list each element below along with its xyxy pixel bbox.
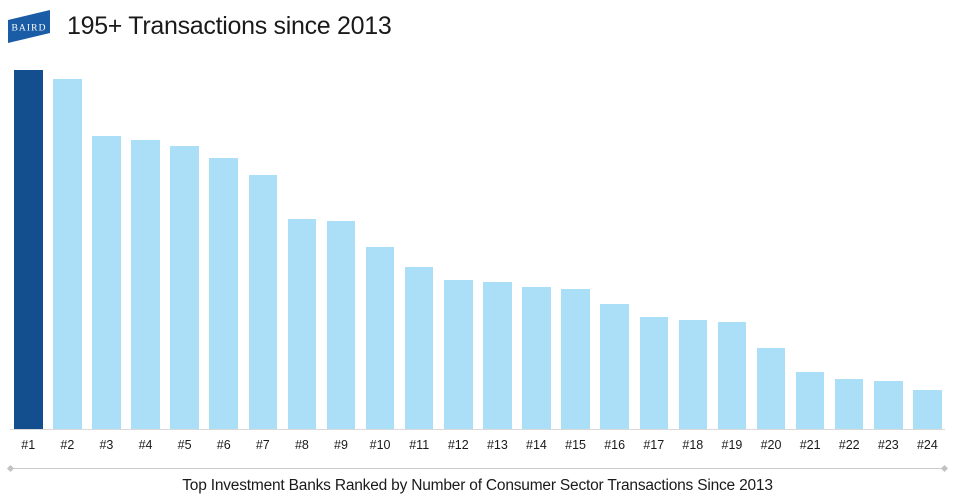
x-axis-label: #5	[177, 438, 192, 452]
chart-caption: Top Investment Banks Ranked by Number of…	[182, 477, 773, 494]
x-axis-label: #15	[565, 438, 586, 452]
x-axis-label: #4	[138, 438, 153, 452]
x-axis-label: #9	[334, 438, 348, 452]
x-axis-label: #13	[486, 438, 508, 452]
bar-rank-1-highlighted	[14, 70, 43, 429]
bar	[170, 145, 199, 429]
bar	[404, 267, 434, 429]
baird-logo-text: BAIRD	[11, 24, 46, 34]
x-axis-label: #10	[369, 438, 391, 452]
bar	[209, 158, 238, 429]
bar	[248, 174, 278, 429]
x-axis-labels: #1 #2 #3 #4 #5 #6 #7 #8 #9 #10 #11 #12 #13 #14 #15 #16 #…	[14, 438, 942, 452]
bar	[92, 136, 121, 429]
x-axis-label: #6	[216, 438, 231, 452]
x-axis-line	[10, 429, 945, 430]
baird-logo-parallelogram	[8, 10, 50, 43]
bar	[483, 281, 512, 429]
bar	[756, 348, 786, 429]
x-axis-label: #17	[643, 438, 665, 452]
x-axis-label: #23	[877, 438, 899, 452]
bar	[444, 279, 473, 429]
x-axis-label: #21	[799, 438, 821, 452]
x-axis-label: #16	[604, 438, 626, 452]
slide-title: 195+ Transactions since 2013	[67, 12, 392, 40]
x-axis-label: #19	[721, 438, 743, 452]
bar-chart-plot-area	[14, 70, 942, 429]
footer-separator-line	[10, 468, 945, 469]
x-axis-label: #18	[682, 438, 704, 452]
bar	[131, 140, 160, 429]
x-axis-label: #3	[99, 438, 114, 452]
x-axis-label: #20	[760, 438, 782, 452]
bar	[600, 303, 629, 429]
bar	[561, 289, 590, 429]
bar	[365, 246, 395, 429]
x-axis-label: #2	[60, 438, 75, 452]
x-axis-label: #8	[294, 438, 309, 452]
bar	[834, 379, 864, 429]
bar	[678, 320, 708, 429]
bar	[287, 219, 317, 429]
x-axis-label: #1	[21, 438, 36, 452]
bar	[639, 316, 668, 429]
baird-logo: BAIRD	[8, 10, 50, 43]
x-axis-label: #7	[255, 438, 270, 452]
bar	[326, 221, 356, 429]
bar	[53, 79, 82, 429]
x-axis-label: #12	[447, 438, 469, 452]
bar	[522, 287, 551, 429]
bar	[795, 371, 825, 429]
bar	[913, 390, 942, 429]
bar	[717, 322, 747, 429]
x-axis-label: #24	[916, 438, 938, 452]
x-axis-label: #22	[838, 438, 860, 452]
bar	[874, 381, 903, 429]
x-axis-label: #11	[409, 438, 430, 452]
x-axis-label: #14	[526, 438, 547, 452]
